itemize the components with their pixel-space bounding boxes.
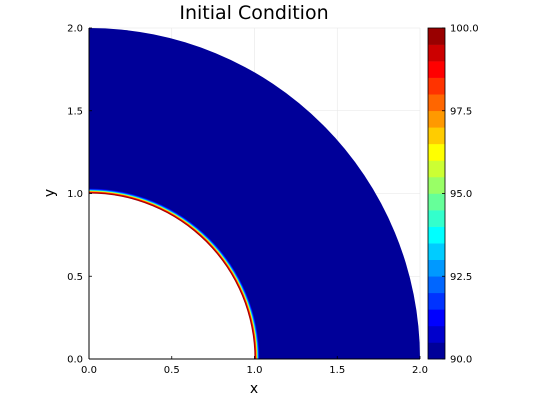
x-tick-label: 2.0 (412, 365, 428, 376)
y-tick-label: 2.0 (67, 24, 83, 35)
field-plot (89, 28, 420, 359)
colorbar-tick-labels: 90.0 92.5 95.0 97.5 100.0 (450, 24, 479, 366)
colorbar-tick-label: 100.0 (450, 24, 479, 35)
colorbar-tick-label: 95.0 (450, 189, 472, 200)
y-tick-labels: 0.0 0.5 1.0 1.5 2.0 (67, 24, 83, 366)
colorbar-segment (428, 28, 445, 45)
colorbar-tick-label: 92.5 (450, 272, 472, 283)
inner-hole (89, 193, 255, 359)
colorbar-segment (428, 94, 445, 112)
colorbar-segment (428, 325, 445, 343)
colorbar-segment (428, 276, 445, 294)
colorbar-tick-label: 90.0 (450, 355, 472, 366)
x-tick-label: 0.5 (164, 365, 180, 376)
x-tick-label: 1.0 (247, 365, 263, 376)
colorbar-segment (428, 176, 445, 194)
colorbar (427, 27, 446, 360)
y-tick-label: 1.5 (67, 106, 83, 117)
colorbar-segment (428, 77, 445, 95)
y-axis-label: y (42, 189, 58, 197)
colorbar-segment (428, 44, 445, 62)
colorbar-segment (428, 210, 445, 227)
colorbar-segment (428, 193, 445, 211)
colorbar-segment (428, 127, 445, 145)
colorbar-segment (428, 342, 445, 360)
y-tick-label: 1.0 (67, 189, 83, 200)
colorbar-segment (428, 259, 445, 277)
colorbar-segment (428, 143, 445, 161)
chart-title: Initial Condition (179, 2, 328, 24)
colorbar-segment (428, 292, 445, 310)
colorbar-tick-label: 97.5 (450, 106, 472, 117)
colorbar-segment (428, 243, 445, 260)
x-tick-labels: 0.0 0.5 1.0 1.5 2.0 (81, 365, 428, 376)
colorbar-segment (428, 61, 445, 78)
colorbar-segment (428, 309, 445, 327)
x-axis-label: x (250, 381, 258, 397)
x-tick-label: 0.0 (81, 365, 97, 376)
colorbar-segment (428, 110, 445, 128)
y-tick-label: 0.5 (67, 272, 83, 283)
x-tick-label: 1.5 (329, 365, 345, 376)
colorbar-segment (428, 160, 445, 178)
y-tick-label: 0.0 (67, 355, 83, 366)
colorbar-segment (428, 226, 445, 244)
axes (88, 27, 421, 360)
